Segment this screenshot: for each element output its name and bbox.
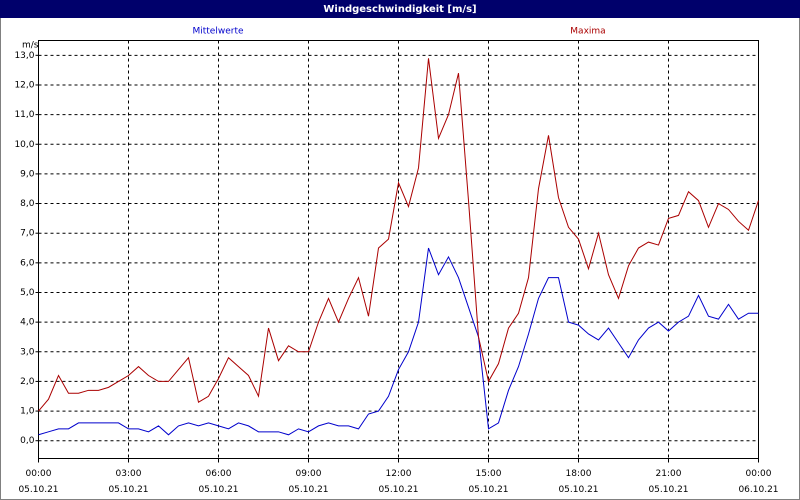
y-tick-label: 2,0 bbox=[20, 377, 35, 387]
x-tick-date: 05.10.21 bbox=[288, 485, 328, 495]
y-tick-label: 11,0 bbox=[14, 110, 34, 120]
y-tick-label: 9,0 bbox=[20, 169, 35, 179]
x-tick-date: 05.10.21 bbox=[648, 485, 688, 495]
x-tick-label: 12:00 bbox=[386, 469, 412, 479]
y-tick-label: 3,0 bbox=[20, 347, 35, 357]
x-tick-label: 15:00 bbox=[476, 469, 502, 479]
x-tick-date: 05.10.21 bbox=[18, 485, 58, 495]
x-tick-label: 00:00 bbox=[746, 469, 772, 479]
y-tick-label: 4,0 bbox=[20, 318, 35, 328]
x-tick-date: 05.10.21 bbox=[468, 485, 508, 495]
y-tick-label: 10,0 bbox=[14, 140, 34, 150]
chart-title: Windgeschwindigkeit [m/s] bbox=[323, 4, 476, 15]
y-tick-label: 13,0 bbox=[14, 51, 34, 61]
title-bar bbox=[0, 0, 800, 18]
x-tick-date: 05.10.21 bbox=[558, 485, 598, 495]
y-tick-label: 8,0 bbox=[20, 199, 35, 209]
x-tick-label: 03:00 bbox=[116, 469, 142, 479]
y-tick-label: 12,0 bbox=[14, 80, 34, 90]
series-line bbox=[38, 247, 759, 436]
x-tick-label: 21:00 bbox=[656, 469, 682, 479]
y-tick-label: 7,0 bbox=[20, 229, 35, 239]
x-tick-date: 06.10.21 bbox=[738, 485, 778, 495]
x-tick-date: 05.10.21 bbox=[378, 485, 418, 495]
legend-label: Maxima bbox=[570, 27, 605, 37]
y-tick-label: 0,0 bbox=[20, 436, 35, 446]
series-line bbox=[38, 58, 759, 412]
x-tick-date: 05.10.21 bbox=[108, 485, 148, 495]
legend-label: Mittelwerte bbox=[192, 27, 243, 37]
y-tick-label: 1,0 bbox=[20, 407, 35, 417]
x-tick-label: 18:00 bbox=[566, 469, 592, 479]
y-unit: m/s bbox=[22, 41, 39, 51]
y-tick-label: 5,0 bbox=[20, 288, 35, 298]
y-tick-label: 6,0 bbox=[20, 258, 35, 268]
x-tick-label: 09:00 bbox=[296, 469, 322, 479]
x-tick-date: 05.10.21 bbox=[198, 485, 238, 495]
x-tick-label: 00:00 bbox=[26, 469, 52, 479]
x-tick-label: 06:00 bbox=[206, 469, 232, 479]
